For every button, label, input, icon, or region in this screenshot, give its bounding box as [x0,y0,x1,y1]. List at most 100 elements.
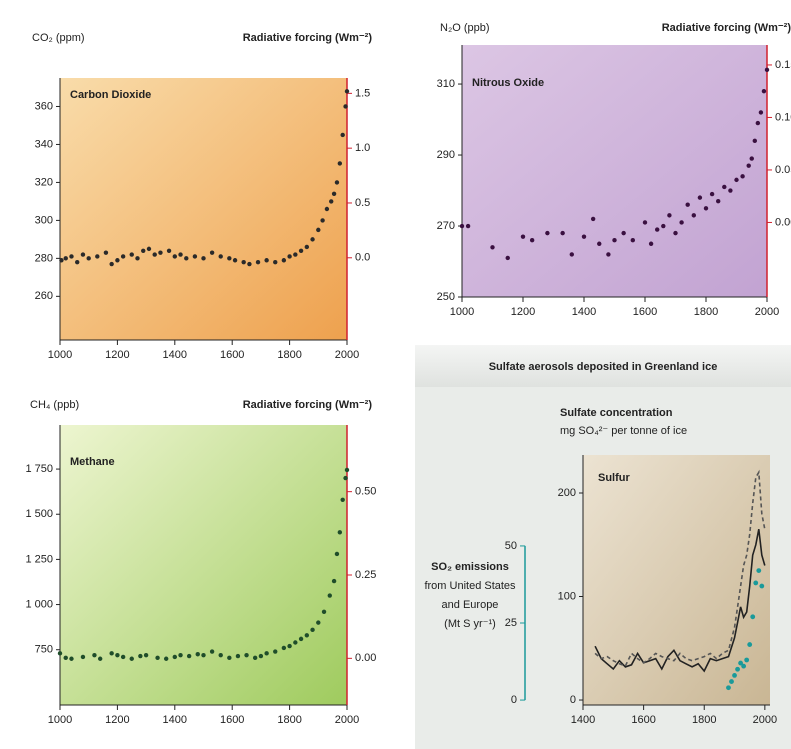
data-point [709,191,715,197]
data-line [594,469,766,667]
x-tick-label: 1800 [277,714,301,726]
data-point [337,530,343,535]
data-point [505,255,510,261]
data-point [57,651,63,656]
data-point [344,89,350,94]
data-point [753,580,759,586]
y2-tick-label: 25 [505,617,517,629]
data-point [334,180,340,185]
chart-title: Sulfate aerosols deposited in Greenland … [489,361,718,373]
data-point [734,177,739,183]
data-point [281,258,287,263]
x-tick-label: 1000 [450,306,474,318]
data-point [141,248,146,253]
x-tick-label: 2000 [755,306,779,318]
y2-tick-label: 0.00 [355,652,376,664]
data-point [744,657,750,663]
y-axis-label: CO₂ (ppm) [32,32,85,44]
y-tick-label: 0 [570,694,576,706]
x-tick-label: 1600 [220,714,244,726]
data-point [746,163,751,168]
data-point [227,256,232,261]
data-point [201,652,206,658]
data-point [115,258,120,263]
data-point [310,237,315,242]
data-point [135,256,140,261]
data-point [264,651,269,656]
plot-background [60,425,347,705]
data-point [103,250,109,255]
data-point [86,256,91,261]
data-point [343,104,348,109]
data-point [331,191,337,197]
y2-tick-label: 0.00 [775,216,791,228]
data-point [287,643,292,649]
x-tick-label: 1000 [48,349,72,361]
y-tick-label: 200 [558,487,576,499]
y2-tick-label: 1.5 [355,87,370,99]
data-point [679,220,684,225]
data-point [545,230,550,236]
data-point [560,230,565,236]
y-tick-label: 270 [437,220,455,232]
data-point [304,244,310,250]
data-point [201,256,206,261]
plot-background [60,78,347,340]
data-point [273,259,278,265]
data-point [728,188,733,193]
data-point [172,254,177,259]
y2-tick-label: 0.25 [355,569,376,581]
data-point [648,241,654,246]
y2-axis-label: from United States [424,580,516,592]
x-tick-label: 1200 [511,306,535,318]
data-point [69,656,74,661]
data-point [655,227,660,232]
x-tick-label: 1600 [220,349,244,361]
chart-title: Carbon Dioxide [70,89,151,101]
x-tick-label: 1600 [633,306,657,318]
data-point [293,640,298,645]
data-point [569,252,574,257]
y2-tick-label: 0.5 [355,197,370,209]
data-point [697,195,703,200]
panel-label: Sulfur [598,472,630,484]
data-point [163,656,169,661]
data-point [735,666,740,672]
data-point [178,252,183,257]
y2-axis-label: (Mt S yr⁻¹) [444,618,496,630]
data-point [304,633,310,638]
data-point [195,652,200,657]
y2-tick-label: 0.0 [355,252,370,264]
data-point [703,206,709,211]
data-point [344,467,350,473]
data-point [232,258,238,263]
heading-band [415,345,791,387]
data-point [264,258,269,263]
data-point [324,206,330,212]
data-point [630,238,635,243]
y2-tick-label: 0.50 [355,486,376,498]
x-tick-label: 1400 [571,714,595,726]
data-point [740,174,745,179]
data-point [459,223,465,229]
data-point [490,245,495,250]
data-point [732,673,737,678]
chart-title: Methane [70,456,115,468]
y-tick-label: 1 000 [25,598,53,610]
data-point [755,120,761,126]
data-point [172,654,177,660]
data-point [146,246,152,252]
data-point [738,660,744,666]
y-tick-label: 360 [35,100,53,112]
data-point [120,654,126,660]
data-point [741,663,747,669]
data-point [606,252,611,257]
data-point [287,254,292,259]
data-point [331,578,337,584]
data-point [716,198,721,204]
data-point [750,614,756,620]
y2-tick-label: 0 [511,694,517,706]
data-point [109,261,114,267]
data-point [97,656,103,661]
data-point [590,216,596,222]
